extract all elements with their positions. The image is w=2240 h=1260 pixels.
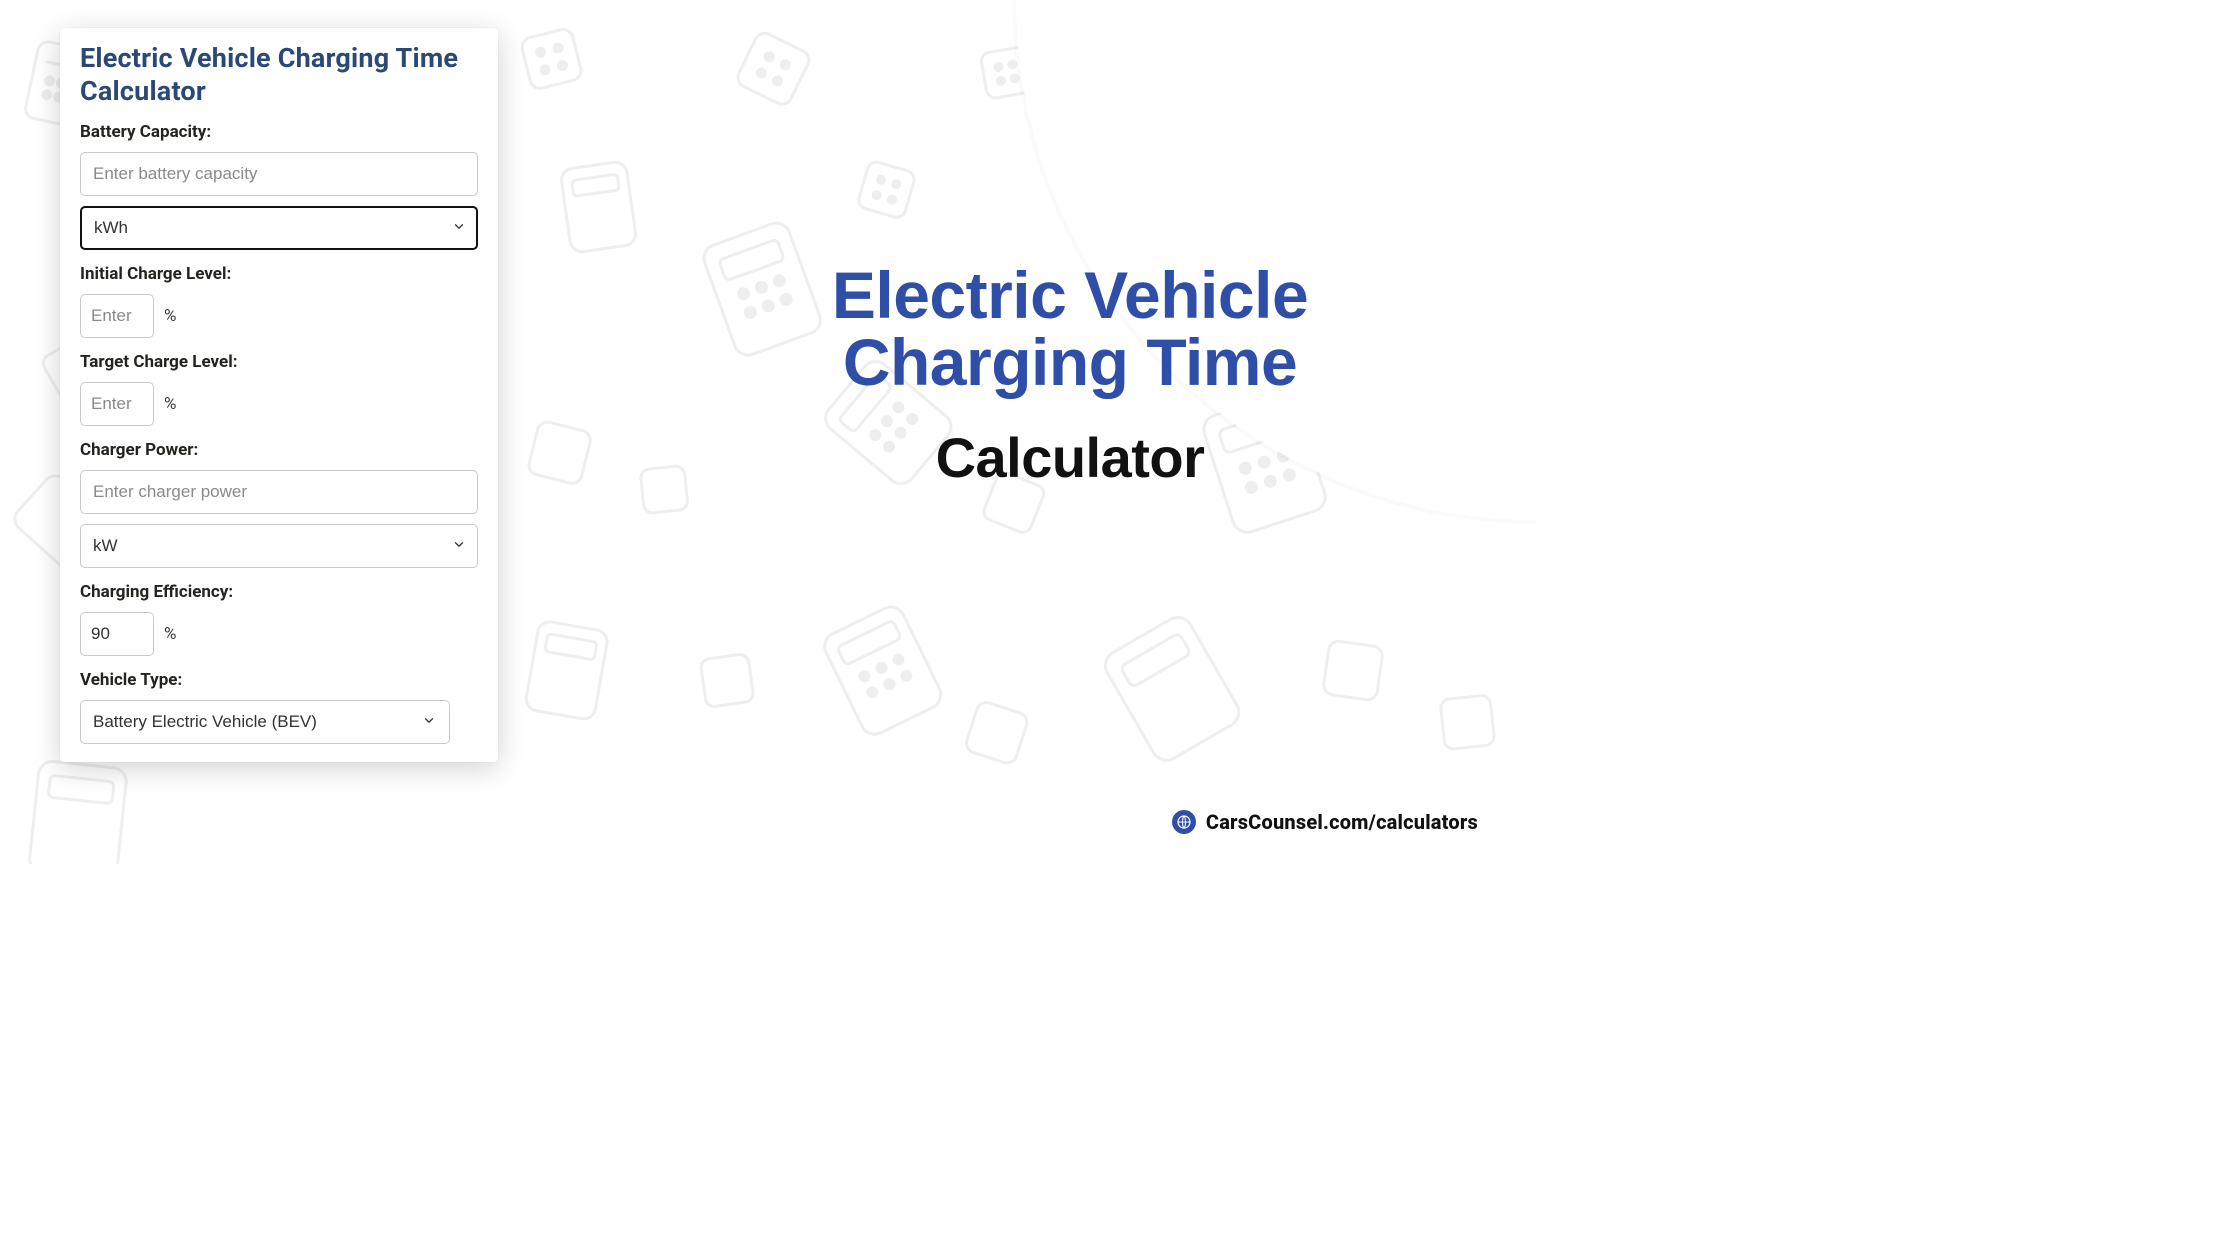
battery-capacity-unit-select[interactable]: kWh bbox=[80, 206, 478, 250]
charger-power-unit-select[interactable]: kW bbox=[80, 524, 478, 568]
form-title: Electric Vehicle Charging Time Calculato… bbox=[80, 42, 478, 108]
field-vehicle-type: Vehicle Type: Battery Electric Vehicle (… bbox=[80, 670, 478, 744]
hero-line-3: Calculator bbox=[720, 425, 1420, 490]
charger-power-label: Charger Power: bbox=[80, 440, 478, 460]
field-initial-charge: Initial Charge Level: % bbox=[80, 264, 478, 338]
field-charger-power: Charger Power: kW bbox=[80, 440, 478, 568]
initial-charge-label: Initial Charge Level: bbox=[80, 264, 478, 284]
target-charge-label: Target Charge Level: bbox=[80, 352, 478, 372]
battery-capacity-input[interactable] bbox=[80, 152, 478, 196]
initial-charge-input[interactable] bbox=[80, 294, 154, 338]
hero-line-1: Electric Vehicle bbox=[720, 262, 1420, 329]
vehicle-type-wrap: Battery Electric Vehicle (BEV) bbox=[80, 700, 478, 744]
calculator-form-card: Electric Vehicle Charging Time Calculato… bbox=[60, 28, 498, 762]
battery-capacity-label: Battery Capacity: bbox=[80, 122, 478, 142]
charging-efficiency-row: % bbox=[80, 612, 478, 656]
charging-efficiency-unit: % bbox=[164, 624, 176, 644]
target-charge-input[interactable] bbox=[80, 382, 154, 426]
hero-line-2: Charging Time bbox=[720, 329, 1420, 396]
page-stage: Electric Vehicle Charging Time Calculato… bbox=[0, 0, 1536, 864]
hero-title: Electric Vehicle Charging Time Calculato… bbox=[720, 262, 1420, 490]
target-charge-unit: % bbox=[164, 394, 176, 414]
target-charge-row: % bbox=[80, 382, 478, 426]
vehicle-type-label: Vehicle Type: bbox=[80, 670, 478, 690]
brand-text: CarsCounsel.com/calculators bbox=[1206, 810, 1478, 834]
field-target-charge: Target Charge Level: % bbox=[80, 352, 478, 426]
vehicle-type-select[interactable]: Battery Electric Vehicle (BEV) bbox=[80, 700, 450, 744]
charger-power-input[interactable] bbox=[80, 470, 478, 514]
initial-charge-unit: % bbox=[164, 306, 176, 326]
brand-footer: CarsCounsel.com/calculators bbox=[1172, 810, 1478, 834]
charger-power-unit-wrap: kW bbox=[80, 524, 478, 568]
globe-icon bbox=[1172, 810, 1196, 834]
battery-capacity-unit-wrap: kWh bbox=[80, 206, 478, 250]
charging-efficiency-input[interactable] bbox=[80, 612, 154, 656]
field-charging-efficiency: Charging Efficiency: % bbox=[80, 582, 478, 656]
initial-charge-row: % bbox=[80, 294, 478, 338]
field-battery-capacity: Battery Capacity: kWh bbox=[80, 122, 478, 250]
charging-efficiency-label: Charging Efficiency: bbox=[80, 582, 478, 602]
